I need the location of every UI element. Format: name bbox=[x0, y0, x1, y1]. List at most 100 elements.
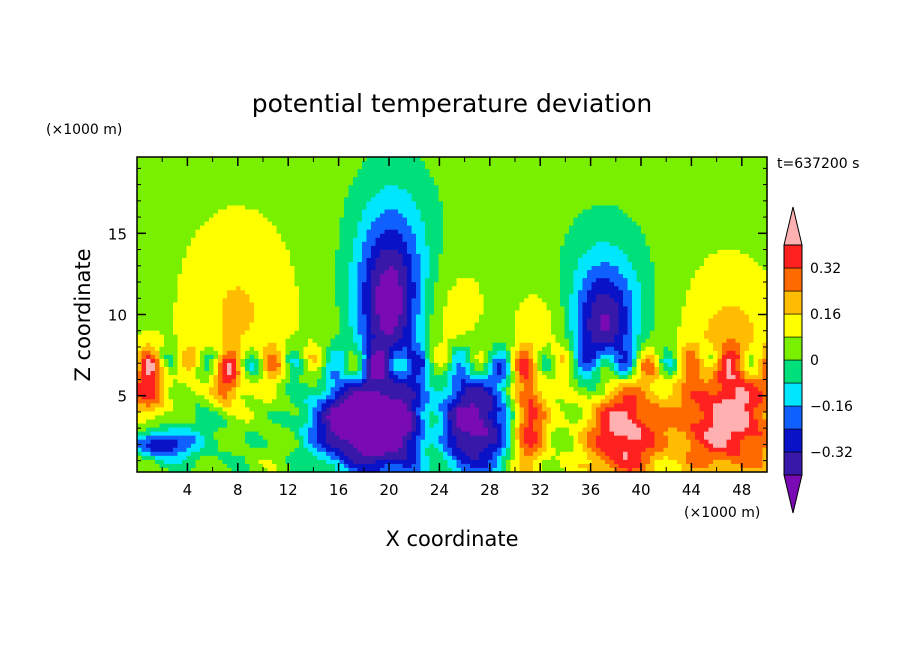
contour-cell bbox=[357, 274, 363, 279]
contour-cell bbox=[569, 177, 575, 182]
contour-cell bbox=[528, 298, 534, 303]
contour-cell bbox=[240, 197, 246, 203]
contour-cell bbox=[173, 157, 179, 162]
contour-cell bbox=[663, 294, 669, 299]
contour-cell bbox=[195, 213, 201, 219]
contour-cell bbox=[758, 165, 764, 170]
contour-cell bbox=[519, 249, 525, 255]
contour-cell bbox=[708, 253, 714, 259]
contour-cell bbox=[551, 249, 557, 255]
contour-cell bbox=[600, 205, 606, 211]
contour-cell bbox=[492, 213, 498, 219]
contour-cell bbox=[159, 205, 165, 211]
contour-cell bbox=[290, 205, 296, 211]
contour-cell bbox=[510, 225, 516, 231]
contour-cell bbox=[213, 201, 219, 207]
contour-cell bbox=[335, 197, 341, 203]
contour-cell bbox=[632, 157, 638, 162]
contour-cell bbox=[447, 249, 453, 255]
contour-cell bbox=[281, 229, 287, 235]
contour-cell bbox=[213, 173, 219, 178]
contour-cell bbox=[546, 225, 552, 231]
contour-cell bbox=[375, 294, 381, 299]
contour-cell bbox=[416, 270, 422, 275]
contour-cell bbox=[636, 270, 642, 275]
contour-cell bbox=[335, 189, 341, 194]
contour-cell bbox=[375, 266, 381, 271]
contour-cell bbox=[686, 270, 692, 275]
contour-cell bbox=[245, 173, 251, 178]
contour-cell bbox=[488, 185, 494, 190]
contour-cell bbox=[713, 286, 719, 291]
contour-cell bbox=[758, 270, 764, 275]
contour-cell bbox=[519, 221, 525, 227]
x-axis-unit: (×1000 m) bbox=[684, 505, 760, 521]
contour-cell bbox=[236, 181, 242, 186]
contour-cell bbox=[348, 201, 354, 207]
contour-cell bbox=[605, 181, 611, 186]
contour-cell bbox=[609, 157, 615, 162]
contour-cell bbox=[294, 225, 300, 231]
contour-cell bbox=[407, 290, 413, 295]
contour-cell bbox=[362, 173, 368, 178]
contour-cell bbox=[191, 177, 197, 182]
contour-cell bbox=[672, 262, 678, 267]
contour-cell bbox=[758, 290, 764, 295]
contour-cell bbox=[645, 225, 651, 231]
contour-cell bbox=[614, 181, 620, 186]
contour-cell bbox=[758, 205, 764, 211]
contour-cell bbox=[492, 185, 498, 190]
contour-cell bbox=[690, 157, 696, 162]
contour-cell bbox=[236, 221, 242, 227]
contour-cell bbox=[236, 274, 242, 279]
contour-cell bbox=[168, 241, 174, 247]
contour-cell bbox=[762, 294, 768, 299]
contour-cell bbox=[726, 278, 732, 283]
contour-cell bbox=[398, 237, 404, 243]
contour-cell bbox=[434, 253, 440, 259]
contour-cell bbox=[213, 245, 219, 251]
contour-cell bbox=[339, 181, 345, 186]
contour-cell bbox=[330, 262, 336, 267]
contour-cell bbox=[569, 161, 575, 166]
contour-cell bbox=[137, 266, 143, 271]
contour-cell bbox=[294, 181, 300, 186]
contour-cell bbox=[186, 197, 192, 203]
contour-cell bbox=[690, 290, 696, 295]
contour-cell bbox=[281, 294, 287, 299]
contour-cell bbox=[609, 294, 615, 299]
contour-cell bbox=[708, 286, 714, 291]
contour-cell bbox=[452, 294, 458, 299]
contour-cell bbox=[650, 217, 656, 223]
contour-cell bbox=[677, 270, 683, 275]
contour-cell bbox=[578, 161, 584, 166]
contour-cell bbox=[672, 177, 678, 182]
contour-cell bbox=[596, 157, 602, 162]
contour-cell bbox=[438, 241, 444, 247]
contour-cell bbox=[191, 286, 197, 291]
contour-cell bbox=[456, 181, 462, 186]
contour-cell bbox=[587, 294, 593, 299]
contour-cell bbox=[627, 205, 633, 211]
contour-cell bbox=[488, 241, 494, 247]
contour-cell bbox=[267, 233, 273, 239]
contour-cell bbox=[173, 286, 179, 291]
contour-cell bbox=[375, 169, 381, 174]
contour-cell bbox=[654, 237, 660, 243]
contour-cell bbox=[731, 266, 737, 271]
contour-cell bbox=[366, 173, 372, 178]
contour-cell bbox=[443, 169, 449, 174]
contour-cell bbox=[303, 278, 309, 283]
contour-cell bbox=[758, 262, 764, 267]
contour-cell bbox=[272, 294, 278, 299]
contour-cell bbox=[524, 181, 530, 186]
contour-cell bbox=[222, 257, 228, 263]
contour-cell bbox=[510, 290, 516, 295]
contour-cell bbox=[285, 270, 291, 275]
contour-cell bbox=[321, 282, 327, 287]
contour-cell bbox=[605, 185, 611, 190]
contour-cell bbox=[492, 165, 498, 170]
contour-cell bbox=[501, 197, 507, 203]
contour-cell bbox=[213, 161, 219, 166]
contour-cell bbox=[573, 165, 579, 170]
